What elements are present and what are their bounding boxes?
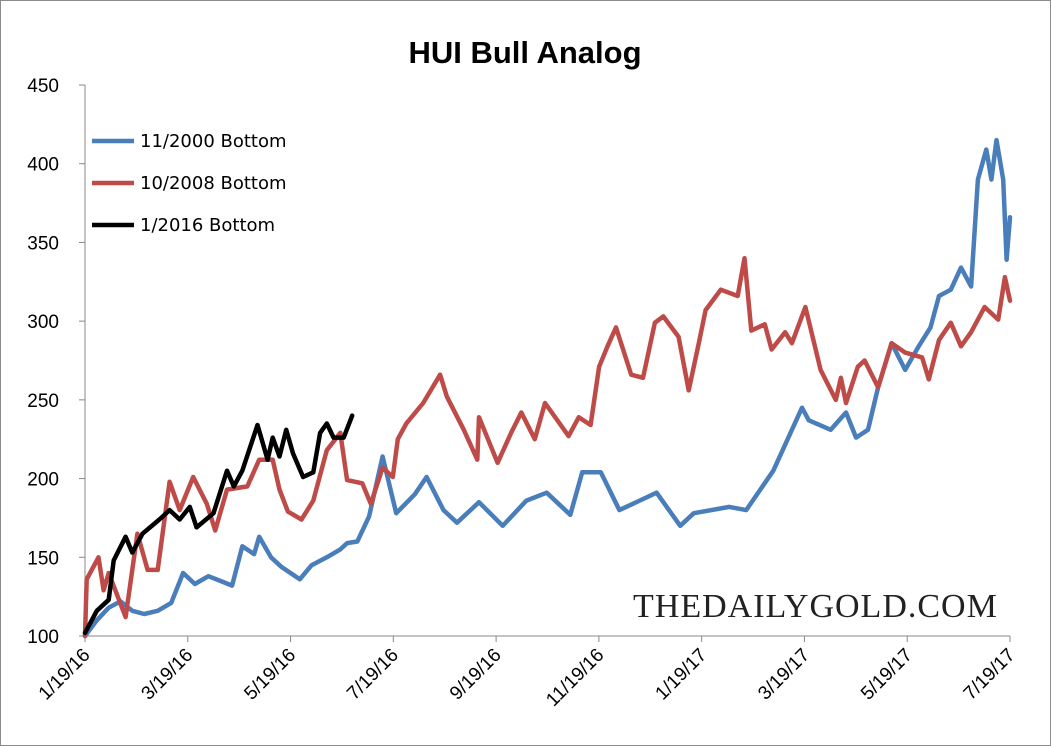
legend-label: 10/2008 Bottom (140, 173, 287, 194)
y-tick-label: 350 (27, 233, 59, 254)
watermark: THEDAILYGOLD.COM (633, 588, 998, 625)
x-tick-label: 5/19/17 (857, 645, 917, 705)
series-line-1 (82, 255, 1013, 639)
legend-label: 11/2000 Bottom (140, 131, 287, 152)
series-line-0 (82, 137, 1013, 639)
x-tick-label: 3/19/17 (754, 645, 814, 705)
legend-label: 1/2016 Bottom (140, 215, 275, 236)
y-tick-label: 200 (27, 470, 59, 491)
chart-title: HUI Bull Analog (408, 35, 641, 70)
series-line-2 (82, 413, 355, 636)
x-tick-label: 7/19/17 (960, 645, 1020, 705)
y-tick-label: 400 (27, 155, 59, 176)
x-tick-label: 7/19/16 (343, 645, 403, 705)
x-tick-label: 1/19/16 (35, 645, 95, 705)
x-tick-label: 5/19/16 (240, 645, 300, 705)
y-tick-label: 250 (27, 391, 59, 412)
y-tick-label: 450 (27, 76, 59, 97)
y-tick-label: 150 (27, 548, 59, 569)
x-tick-label: 1/19/17 (652, 645, 712, 705)
y-tick-label: 300 (27, 312, 59, 333)
x-tick-label: 9/19/16 (446, 645, 506, 705)
x-tick-label: 11/19/16 (542, 645, 608, 711)
series-lines (82, 137, 1013, 639)
y-tick-label: 100 (27, 627, 59, 648)
legend: 11/2000 Bottom 10/2008 Bottom 1/2016 Botto… (92, 131, 287, 236)
x-tick-label: 3/19/16 (138, 645, 198, 705)
